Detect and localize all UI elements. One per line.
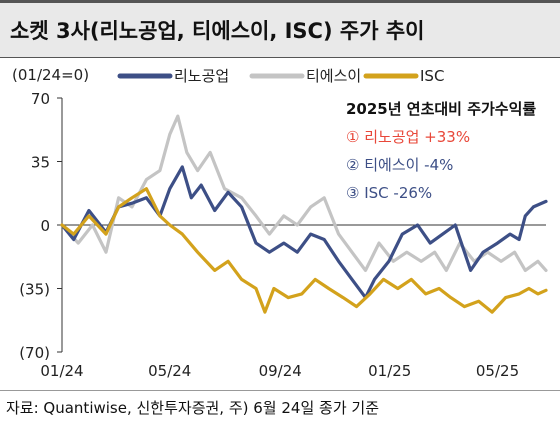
x-tick-label: 01/25: [368, 362, 411, 380]
y-tick-label: (70): [19, 344, 50, 362]
y-tick-label: 70: [31, 90, 50, 108]
y-tick-label: 0: [40, 217, 50, 235]
source-note: 자료: Quantiwise, 신한투자증권, 주) 6월 24일 종가 기준: [6, 399, 379, 417]
annotation-line-1: ① 리노공업 +33%: [346, 128, 470, 146]
annotation-line-2: ② 티에스이 -4%: [346, 156, 453, 174]
y-tick-label: 35: [31, 154, 50, 172]
line-chart: (01/24=0) 리노공업 티에스이 ISC 70 35 0 (35) (70)01/24 05…: [12, 66, 548, 380]
x-tick-label: 01/24: [40, 362, 83, 380]
legend-label-2: 티에스이: [306, 67, 361, 85]
unit-label: (01/24=0): [12, 66, 89, 84]
x-tick-label: 09/24: [259, 362, 302, 380]
annotation-heading: 2025년 연초대비 주가수익률: [346, 100, 536, 118]
x-tick-label: 05/25: [476, 362, 519, 380]
x-tick-label: 05/24: [148, 362, 191, 380]
title-bar: 소켓 3사(리노공업, 티에스이, ISC) 주가 추이: [0, 0, 560, 58]
series-line-1: [60, 165, 548, 300]
source-divider: [0, 390, 560, 391]
series-line-2: [60, 114, 548, 272]
series-line-3: [60, 187, 548, 314]
legend-label-1: 리노공업: [174, 67, 229, 85]
chart-title: 소켓 3사(리노공업, 티에스이, ISC) 주가 추이: [10, 19, 425, 43]
legend-label-3: ISC: [420, 67, 444, 85]
y-tick-label: (35): [19, 281, 50, 299]
annotation-line-3: ③ ISC -26%: [346, 184, 432, 202]
